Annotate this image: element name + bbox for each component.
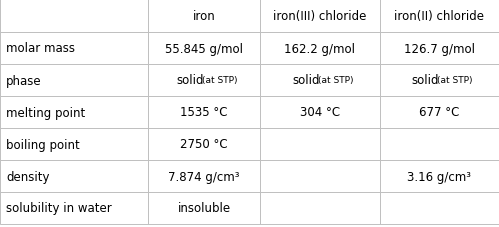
- Text: solid: solid: [176, 74, 204, 87]
- Bar: [260, 96, 380, 128]
- Bar: [0, 128, 148, 160]
- Text: 162.2 g/mol: 162.2 g/mol: [284, 42, 355, 55]
- Bar: [0, 160, 148, 192]
- Text: (at STP): (at STP): [438, 76, 473, 85]
- Text: (at STP): (at STP): [202, 76, 238, 85]
- Text: iron: iron: [193, 10, 216, 23]
- Bar: [148, 65, 260, 96]
- Bar: [380, 65, 499, 96]
- Text: 677 °C: 677 °C: [419, 106, 460, 119]
- Bar: [260, 33, 380, 65]
- Text: insoluble: insoluble: [178, 202, 231, 215]
- Bar: [0, 65, 148, 96]
- Bar: [0, 33, 148, 65]
- Text: iron(II) chloride: iron(II) chloride: [395, 10, 485, 23]
- Text: (at STP): (at STP): [318, 76, 353, 85]
- Bar: [148, 160, 260, 192]
- Text: 7.874 g/cm³: 7.874 g/cm³: [168, 170, 240, 183]
- Text: 304 °C: 304 °C: [300, 106, 340, 119]
- Bar: [260, 0, 380, 33]
- Text: 1535 °C: 1535 °C: [180, 106, 228, 119]
- Bar: [148, 128, 260, 160]
- Bar: [148, 96, 260, 128]
- Bar: [148, 33, 260, 65]
- Bar: [260, 65, 380, 96]
- Text: boiling point: boiling point: [6, 138, 80, 151]
- Bar: [260, 160, 380, 192]
- Text: 55.845 g/mol: 55.845 g/mol: [165, 42, 243, 55]
- Bar: [148, 192, 260, 224]
- Bar: [0, 0, 148, 33]
- Bar: [148, 0, 260, 33]
- Text: 126.7 g/mol: 126.7 g/mol: [404, 42, 475, 55]
- Bar: [380, 128, 499, 160]
- Bar: [380, 160, 499, 192]
- Text: 3.16 g/cm³: 3.16 g/cm³: [408, 170, 472, 183]
- Bar: [380, 33, 499, 65]
- Text: molar mass: molar mass: [6, 42, 75, 55]
- Text: iron(III) chloride: iron(III) chloride: [273, 10, 367, 23]
- Bar: [0, 96, 148, 128]
- Text: density: density: [6, 170, 49, 183]
- Text: 2750 °C: 2750 °C: [180, 138, 228, 151]
- Bar: [380, 96, 499, 128]
- Bar: [260, 128, 380, 160]
- Text: phase: phase: [6, 74, 41, 87]
- Bar: [260, 192, 380, 224]
- Text: solubility in water: solubility in water: [6, 202, 112, 215]
- Text: melting point: melting point: [6, 106, 85, 119]
- Bar: [380, 192, 499, 224]
- Text: solid: solid: [412, 74, 439, 87]
- Bar: [380, 0, 499, 33]
- Bar: [0, 192, 148, 224]
- Text: solid: solid: [292, 74, 320, 87]
